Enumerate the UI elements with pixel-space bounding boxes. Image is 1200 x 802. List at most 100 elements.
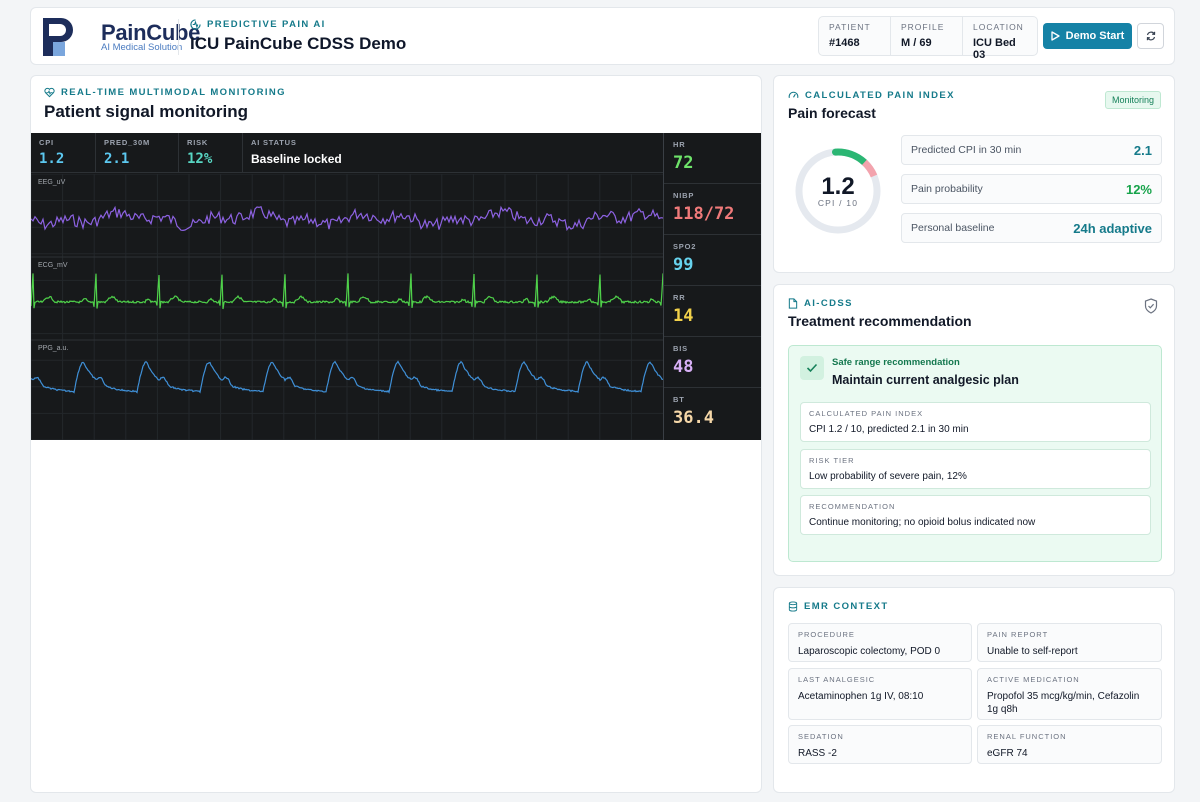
- refresh-button[interactable]: [1137, 23, 1164, 49]
- ppg-waveform: [31, 360, 663, 394]
- patient-info: PATIENT #1468 PROFILE M / 69 LOCATION IC…: [818, 16, 1038, 61]
- pain-forecast-panel: CALCULATED PAIN INDEX Pain forecast Moni…: [773, 75, 1175, 273]
- patient-profile-value: M / 69: [901, 37, 932, 49]
- vital-bis-value: 48: [673, 357, 694, 377]
- emr-pain-report-value: Unable to self-report: [987, 646, 1078, 657]
- vital-hr-value: 72: [673, 153, 694, 173]
- recommendation-eyebrow: AI-CDSS: [788, 298, 853, 309]
- patient-id-value: #1468: [829, 37, 860, 49]
- pain-probability-row: Pain probability 12%: [901, 174, 1162, 204]
- ecg-waveform: [31, 273, 663, 310]
- gauge-icon: [788, 91, 799, 98]
- vital-nibp: NIBP 118/72: [664, 184, 761, 235]
- ai-status-label: AI STATUS: [251, 138, 297, 147]
- predicted-cpi-label: Predicted CPI in 30 min: [911, 144, 1022, 156]
- forecast-eyebrow: CALCULATED PAIN INDEX: [788, 90, 955, 101]
- app-header: PainCube AI Medical Solution PREDICTIVE …: [30, 7, 1175, 65]
- vital-spo2: SPO2 99: [664, 235, 761, 286]
- pred-30m-cell: PRED_30M 2.1: [96, 133, 179, 172]
- emr-last-analgesic: LAST ANALGESIC Acetaminophen 1g IV, 08:1…: [788, 668, 972, 720]
- pain-probability-label: Pain probability: [911, 183, 983, 195]
- demo-start-button[interactable]: Demo Start: [1043, 23, 1132, 49]
- emr-active-medication-value: Propofol 35 mcg/kg/min, Cefazolin 1g q8h: [987, 691, 1140, 715]
- emr-procedure: PROCEDURE Laparoscopic colectomy, POD 0: [788, 623, 972, 662]
- pred-30m-label: PRED_30M: [104, 138, 150, 147]
- emr-renal-function-label: RENAL FUNCTION: [987, 732, 1067, 741]
- pulse-icon: [190, 19, 201, 30]
- ai-status-value: Baseline locked: [251, 152, 342, 166]
- patient-location-value: ICU Bed 03: [973, 37, 1016, 61]
- database-icon: [788, 601, 798, 612]
- emr-last-analgesic-label: LAST ANALGESIC: [798, 675, 876, 684]
- risk-cell: RISK 12%: [179, 133, 243, 172]
- vital-hr-label: HR: [673, 140, 686, 149]
- emr-procedure-value: Laparoscopic colectomy, POD 0: [798, 646, 941, 657]
- emr-sedation: SEDATION RASS -2: [788, 725, 972, 764]
- forecast-eyebrow-text: CALCULATED PAIN INDEX: [805, 90, 955, 101]
- treatment-recommendation-panel: AI-CDSS Treatment recommendation Safe ra…: [773, 284, 1175, 576]
- heart-pulse-icon: [44, 87, 55, 98]
- vital-bt-label: BT: [673, 395, 685, 404]
- header-eyebrow: PREDICTIVE PAIN AI: [190, 19, 326, 30]
- personal-baseline-value: 24h adaptive: [1073, 220, 1152, 236]
- monitor-screen: CPI 1.2 PRED_30M 2.1 RISK 12% AI STATUS …: [31, 133, 761, 440]
- rec-item-risk-tier-label: RISK TIER: [809, 456, 855, 465]
- emr-pain-report-label: PAIN REPORT: [987, 630, 1049, 639]
- safe-range-title: Maintain current analgesic plan: [832, 373, 1019, 387]
- emr-last-analgesic-value: Acetaminophen 1g IV, 08:10: [798, 691, 924, 702]
- patient-profile-cell: PROFILE M / 69: [891, 17, 963, 55]
- emr-sedation-value: RASS -2: [798, 748, 837, 759]
- risk-label: RISK: [187, 138, 209, 147]
- emr-context-panel: EMR CONTEXT PROCEDURE Laparoscopic colec…: [773, 587, 1175, 793]
- cpi-value: 1.2: [39, 151, 65, 167]
- emr-active-medication: ACTIVE MEDICATION Propofol 35 mcg/kg/min…: [977, 668, 1162, 720]
- brand-name: PainCube: [101, 20, 201, 45]
- cpi-label: CPI: [39, 138, 54, 147]
- monitoring-eyebrow-text: REAL-TIME MULTIMODAL MONITORING: [61, 87, 286, 98]
- vital-bis: BIS 48: [664, 337, 761, 388]
- risk-value: 12%: [187, 151, 213, 167]
- pain-probability-value: 12%: [1125, 181, 1152, 197]
- rec-item-risk-tier-value: Low probability of severe pain, 12%: [809, 471, 967, 482]
- cpi-gauge-value: 1.2: [821, 173, 855, 200]
- personal-baseline-label: Personal baseline: [911, 222, 995, 234]
- check-icon: [806, 363, 818, 373]
- patient-id-label: PATIENT: [829, 22, 871, 32]
- ppg-trace-label: PPG_a.u.: [38, 345, 69, 352]
- monitoring-panel: REAL-TIME MULTIMODAL MONITORING Patient …: [30, 75, 762, 793]
- vitals-column: HR 72 NIBP 118/72 SPO2 99 RR 14 BIS 48 B…: [663, 133, 761, 440]
- emr-eyebrow-text: EMR CONTEXT: [804, 601, 889, 612]
- brand-tagline: AI Medical Solution: [101, 42, 183, 53]
- emr-renal-function-value: eGFR 74: [987, 748, 1028, 759]
- personal-baseline-row: Personal baseline 24h adaptive: [901, 213, 1162, 243]
- rec-item-recommendation: RECOMMENDATION Continue monitoring; no o…: [800, 495, 1151, 535]
- refresh-icon: [1146, 31, 1155, 41]
- status-badge: Monitoring: [1105, 91, 1162, 109]
- monitoring-title: Patient signal monitoring: [44, 102, 249, 121]
- rec-item-pain-index-value: CPI 1.2 / 10, predicted 2.1 in 30 min: [809, 424, 969, 435]
- vital-spo2-value: 99: [673, 255, 694, 275]
- paincube-logo-icon: [43, 18, 73, 56]
- cpi-gauge-unit: CPI / 10: [817, 198, 859, 208]
- vital-hr: HR 72: [664, 133, 761, 184]
- vital-rr-value: 14: [673, 306, 694, 326]
- header-divider: [178, 19, 179, 55]
- play-icon: [1051, 31, 1060, 41]
- rec-item-recommendation-label: RECOMMENDATION: [809, 502, 896, 511]
- shield-check-icon: [1144, 298, 1158, 314]
- vital-bt-value: 36.4: [673, 408, 714, 428]
- waveform-display: [31, 174, 663, 440]
- demo-start-label: Demo Start: [1065, 30, 1125, 42]
- emr-pain-report: PAIN REPORT Unable to self-report: [977, 623, 1162, 662]
- rec-item-pain-index: CALCULATED PAIN INDEX CPI 1.2 / 10, pred…: [800, 402, 1151, 442]
- rec-item-recommendation-value: Continue monitoring; no opioid bolus ind…: [809, 517, 1036, 528]
- page-title: ICU PainCube CDSS Demo: [190, 34, 407, 53]
- predicted-cpi-row: Predicted CPI in 30 min 2.1: [901, 135, 1162, 165]
- patient-location-label: LOCATION: [973, 22, 1024, 32]
- emr-sedation-label: SEDATION: [798, 732, 844, 741]
- predicted-cpi-value: 2.1: [1133, 142, 1152, 158]
- emr-eyebrow: EMR CONTEXT: [788, 601, 889, 612]
- vital-bt: BT 36.4: [664, 388, 761, 439]
- patient-location-cell: LOCATION ICU Bed 03: [963, 17, 1037, 61]
- patient-profile-label: PROFILE: [901, 22, 945, 32]
